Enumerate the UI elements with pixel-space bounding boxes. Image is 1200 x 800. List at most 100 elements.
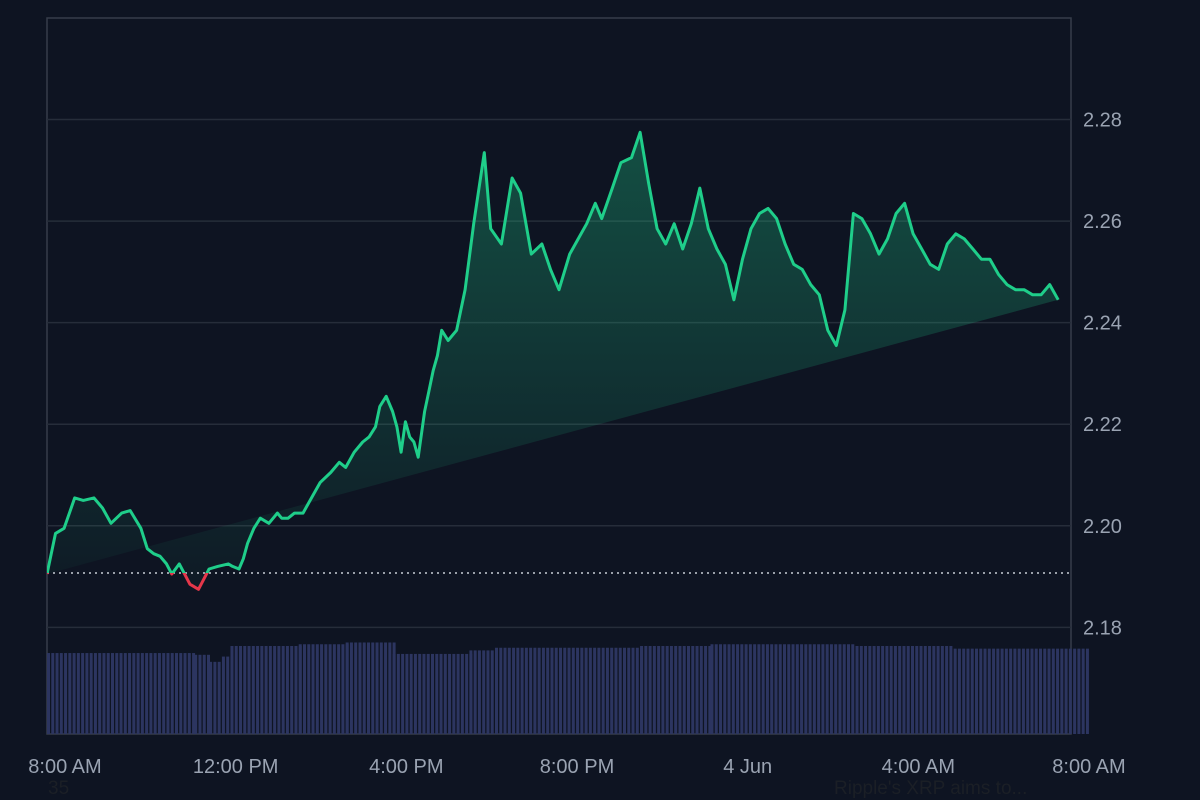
volume-bar (800, 644, 804, 734)
volume-bar (829, 644, 833, 734)
volume-bar (328, 644, 332, 734)
volume-bar (477, 650, 481, 734)
volume-bar (192, 653, 196, 734)
volume-bar (949, 646, 953, 734)
volume-bar (209, 661, 213, 734)
volume-bar (495, 647, 498, 734)
volume-bar (992, 648, 996, 734)
volume-bar (1000, 648, 1004, 734)
volume-bar (516, 647, 520, 734)
volume-bar (448, 653, 452, 734)
volume-bar (1030, 648, 1034, 734)
volume-bar (187, 653, 191, 734)
volume-bar (132, 653, 136, 734)
volume-bar (89, 653, 93, 734)
volume-bar (812, 644, 816, 734)
volume-bar (966, 648, 970, 734)
volume-bar (247, 646, 251, 734)
volume-bar (842, 644, 846, 734)
volume-bar (179, 653, 183, 734)
volume-bar (851, 644, 855, 734)
price-area-fill (47, 132, 1059, 590)
volume-bar (503, 647, 507, 734)
volume-bar (499, 647, 503, 734)
news-headline[interactable]: Ripple's XRP aims to... (834, 778, 1028, 799)
volume-bar (559, 647, 562, 734)
volume-bar (396, 653, 400, 734)
volume-bar (465, 653, 469, 734)
volume-bar (332, 644, 336, 734)
volume-bar (85, 653, 89, 734)
volume-bar (791, 644, 795, 734)
x-tick-label: 4:00 PM (369, 756, 443, 778)
volume-bar (140, 653, 144, 734)
volume-bar (919, 646, 923, 734)
volume-bar (765, 644, 769, 734)
volume-bar (460, 653, 464, 734)
volume-bar (307, 644, 311, 734)
volume-bar (902, 646, 906, 734)
volume-bar (473, 650, 477, 734)
volume-bar (825, 644, 829, 734)
volume-bar (936, 646, 940, 734)
volume-bar (256, 646, 260, 734)
volume-bar (371, 642, 375, 734)
y-tick-label: 2.24 (1083, 313, 1122, 335)
price-line-above-open (47, 130, 1060, 573)
volume-bar (51, 653, 55, 734)
volume-bar (593, 647, 597, 734)
volume-bar (979, 648, 983, 734)
volume-bar (111, 653, 114, 734)
volume-bar (375, 642, 379, 734)
volume-bar (341, 644, 345, 734)
volume-bar (1085, 648, 1089, 734)
volume-bar (708, 646, 712, 734)
volume-bar (294, 646, 298, 734)
volume-bar (123, 653, 127, 734)
volume-bar (652, 646, 656, 734)
volume-bar (546, 647, 550, 734)
volume-bar (337, 644, 341, 734)
volume-bar (601, 647, 605, 734)
volume-bar (277, 646, 281, 734)
volume-bar (541, 647, 545, 734)
volume-bar (221, 656, 225, 734)
volume-bar (413, 653, 417, 734)
volume-bar (631, 647, 635, 734)
volume-bar (456, 653, 460, 734)
volume-bar (482, 650, 486, 734)
volume-bar (847, 644, 850, 734)
volume-bar (162, 653, 166, 734)
volume-bar (285, 646, 289, 734)
volume-bar (623, 647, 626, 734)
volume-bar (567, 647, 571, 734)
volume-bar (251, 646, 255, 734)
volume-bar (452, 653, 456, 734)
volume-bar (640, 646, 644, 734)
volume-bar (723, 644, 727, 734)
y-tick-label: 2.20 (1083, 516, 1122, 538)
volume-bar (537, 647, 541, 734)
volume-bar (384, 642, 388, 734)
volume-bar (962, 648, 966, 734)
volume-bar (268, 646, 272, 734)
volume-bar (669, 646, 673, 734)
x-tick-label: 4:00 AM (882, 756, 955, 778)
volume-bar (610, 647, 614, 734)
volume-bar (657, 646, 661, 734)
volume-bar (136, 653, 140, 734)
volume-bar (554, 647, 558, 734)
volume-bar (379, 642, 383, 734)
volume-bar (1013, 648, 1017, 734)
volume-bar (699, 646, 703, 734)
volume-bar (987, 648, 991, 734)
volume-bar (627, 647, 631, 734)
volume-bar (388, 642, 392, 734)
volume-bar (354, 642, 358, 734)
volume-bar (426, 653, 430, 734)
volume-bar (635, 647, 639, 734)
volume-bar (588, 647, 592, 734)
volume-bar (665, 646, 669, 734)
volume-bar (1077, 648, 1081, 734)
